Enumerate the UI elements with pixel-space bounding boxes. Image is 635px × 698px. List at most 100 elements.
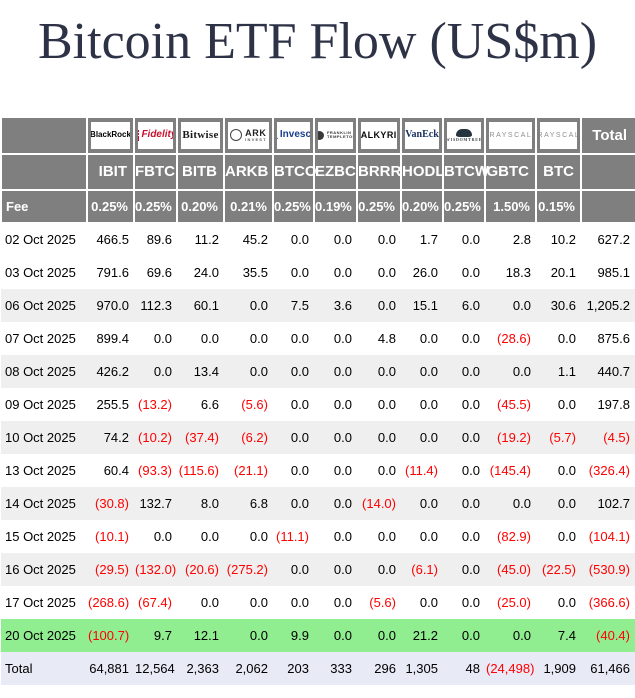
logo-line: BlackRock (91, 130, 130, 140)
flow-value: 0.0 (249, 363, 268, 379)
row-date: 13 Oct 2025 (5, 462, 76, 478)
flow-value: 0.0 (461, 594, 480, 610)
row-date: 06 Oct 2025 (5, 297, 76, 313)
fee-brrr: 0.25% (356, 188, 402, 224)
flow-value: 89.6 (146, 232, 172, 248)
flow-value: 1,305 (405, 660, 438, 676)
franklin-templeton-logo: FRANKLINTEMPLETON (318, 121, 353, 149)
fee-gbtc: 1.50% (484, 188, 537, 224)
flow-value: (82.9) (497, 528, 531, 544)
table-row: 20 Oct 2025 (100.7) 9.7 12.1 0.0 9.9 0.0 0.0 21.… (1, 618, 635, 652)
wisdomtree-header-cell: WISDOMTREE (442, 115, 486, 155)
flow-value: 0.0 (461, 561, 480, 577)
flow-value: 466.5 (96, 232, 129, 248)
table-body: 02 Oct 2025 466.5 89.6 11.2 45.2 0.0 0.0 0.0 1.7… (1, 222, 635, 685)
flow-value: 0.0 (461, 429, 480, 445)
flow-value: 0.0 (461, 363, 480, 379)
wisdomtree-logo: WISDOMTREE (447, 121, 481, 149)
flow-value: 4.8 (377, 330, 396, 346)
fidelity-logo: FFidelity (138, 121, 173, 149)
ark-invest-logo: ARK INVEST (228, 121, 269, 149)
flow-value: (11.4) (405, 462, 438, 478)
flow-value: 0.0 (512, 297, 531, 313)
flow-value: 0.0 (333, 363, 352, 379)
flow-value: 0.0 (290, 594, 309, 610)
flow-value: 60.1 (193, 297, 219, 313)
valkyrie-logo-text: VALKYRIE (361, 130, 397, 140)
flow-value: 7.5 (290, 297, 309, 313)
flow-value: 0.0 (333, 232, 352, 248)
flow-value: (25.0) (497, 594, 531, 610)
fidelity-header-cell: FFidelity (133, 115, 178, 155)
flow-value: 197.8 (597, 396, 630, 412)
ticker-bitb: BITB (176, 152, 225, 191)
flow-value: 0.0 (249, 297, 268, 313)
flow-value: 102.7 (597, 495, 630, 511)
grayscale-logo: GRAYSCALE (489, 121, 532, 149)
flow-value: 20.1 (550, 264, 576, 280)
row-date: 10 Oct 2025 (5, 429, 76, 445)
flow-value: 3.6 (333, 297, 352, 313)
flow-value: 9.9 (290, 627, 309, 643)
flow-value: 8.0 (200, 495, 219, 511)
flow-value: 970.0 (96, 297, 129, 313)
flow-value: (45.0) (497, 561, 531, 577)
franklin-templeton-header-cell: FRANKLINTEMPLETON (313, 115, 358, 155)
flow-value: 26.0 (412, 264, 438, 280)
total-row: Total 64,881 12,564 2,363 2,062 203 333 296 1,30… (1, 651, 635, 685)
ark-invest-header-cell: ARK INVEST (223, 115, 274, 155)
flow-value: 791.6 (96, 264, 129, 280)
flow-value: 61,466 (590, 660, 630, 676)
grayscale-logo: GRAYSCALE (540, 121, 577, 149)
table-row: 16 Oct 2025 (29.5) (132.0) (20.6) (275.2) 0.0… (1, 552, 635, 586)
flow-value: 0.0 (333, 561, 352, 577)
flow-value: 9.7 (153, 627, 172, 643)
flow-value: (10.1) (95, 528, 129, 544)
logo-line: WISDOMTREE (447, 136, 481, 142)
flow-value: 0.0 (461, 396, 480, 412)
flow-value: 0.0 (290, 264, 309, 280)
flow-value: 0.0 (512, 363, 531, 379)
flow-value: (21.1) (234, 462, 268, 478)
flow-value: 12.1 (193, 627, 219, 643)
flow-value: 0.0 (419, 594, 438, 610)
flow-value: 45.2 (242, 232, 268, 248)
table-row: 02 Oct 2025 466.5 89.6 11.2 45.2 0.0 0.0 0.0 1.7… (1, 222, 635, 256)
flow-value: 0.0 (377, 363, 396, 379)
ticker-btcw: BTCW (442, 152, 489, 191)
total-column-header: Total (580, 115, 635, 155)
flow-value: (5.6) (241, 396, 268, 412)
flow-value: 0.0 (290, 495, 309, 511)
fidelity-logo-icon: F (138, 129, 140, 141)
invesco-logo-text: Invesco (280, 130, 310, 140)
table-row: 14 Oct 2025 (30.8) 132.7 8.0 6.8 0.0 0.0 (14.0)… (1, 486, 635, 520)
invesco-logo-icon (277, 131, 278, 139)
flow-value: 296 (374, 660, 396, 676)
row-date: 02 Oct 2025 (5, 232, 76, 248)
flow-value: 64,881 (89, 660, 129, 676)
flow-value: 0.0 (557, 495, 576, 511)
flow-value: (37.4) (185, 429, 219, 445)
flow-value: 627.2 (597, 232, 630, 248)
logo-line: GRAYSCALE (489, 131, 532, 139)
wisdomtree-logo-text: WISDOMTREE (447, 136, 481, 142)
flow-value: 0.0 (290, 462, 309, 478)
fee-fbtc: 0.25% (133, 188, 178, 224)
flow-value: 112.3 (140, 297, 172, 313)
row-date: 07 Oct 2025 (5, 330, 76, 346)
flow-value: 0.0 (419, 330, 438, 346)
flow-value: 0.0 (377, 561, 396, 577)
logo-line: INVEST (245, 136, 267, 142)
flow-value: (30.8) (95, 495, 129, 511)
flow-value: (268.6) (88, 594, 130, 610)
flow-value: 18.3 (505, 264, 531, 280)
flow-value: 12,564 (135, 660, 175, 676)
logo-line: FRANKLIN (326, 130, 352, 136)
logo-line: GRAYSCALE (540, 131, 577, 139)
flow-value: 0.0 (290, 429, 309, 445)
flow-value: 6.8 (249, 495, 268, 511)
flow-value: (6.2) (241, 429, 268, 445)
flow-value: 74.2 (103, 429, 129, 445)
